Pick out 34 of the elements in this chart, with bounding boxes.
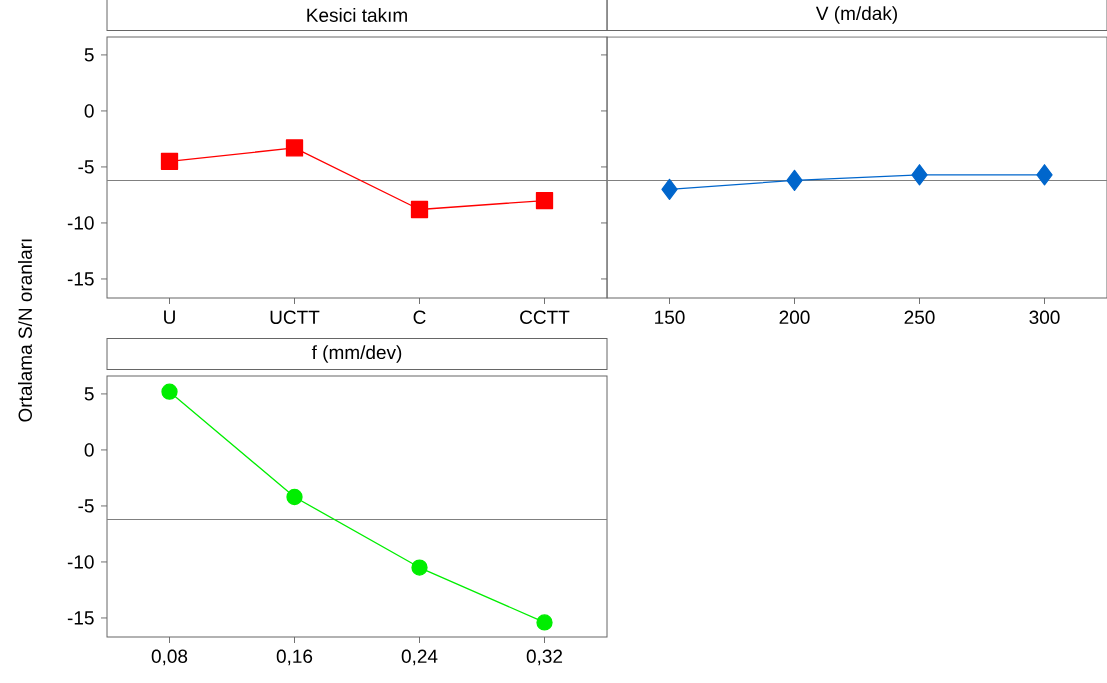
point <box>535 191 554 210</box>
x-tick-label: 300 <box>1029 310 1060 324</box>
y-tick-label: 5 <box>84 48 94 62</box>
x-tick-label: 0,24 <box>401 649 438 666</box>
x-tick-label: 0,16 <box>276 649 313 666</box>
y-tick-label: -5 <box>78 499 94 513</box>
y-tick-label: -10 <box>67 216 94 230</box>
y-tick-label: 0 <box>84 443 94 457</box>
x-tick-label: U <box>164 310 175 324</box>
chart-title: V (m/dak) <box>815 6 897 24</box>
y-tick-label: 0 <box>84 104 94 118</box>
chart-title: Kesici takım <box>307 8 407 22</box>
y-tick-label: 5 <box>84 387 94 401</box>
x-tick-label: C <box>413 310 426 324</box>
point <box>286 488 303 506</box>
x-tick-label: 250 <box>904 310 935 324</box>
x-tick-label: CCTT <box>520 310 570 324</box>
point <box>411 559 428 576</box>
x-tick-label: 0,32 <box>526 649 563 666</box>
y-tick-label: -10 <box>67 555 94 569</box>
y-axis-title: Ortalama S/N oranları <box>18 239 32 422</box>
point <box>536 614 553 631</box>
y-tick-label: -15 <box>67 272 94 286</box>
y-tick-label: -15 <box>67 611 94 625</box>
point <box>410 200 429 219</box>
point <box>285 139 304 157</box>
y-tick-label: -5 <box>78 160 94 174</box>
x-tick-label: 150 <box>655 310 685 324</box>
point <box>161 383 178 400</box>
point <box>160 152 179 170</box>
x-tick-label: 0,08 <box>151 649 188 666</box>
x-tick-label: 200 <box>779 310 810 324</box>
chart-title: f (mm/dev) <box>311 345 402 363</box>
x-tick-label: UCTT <box>270 310 320 324</box>
